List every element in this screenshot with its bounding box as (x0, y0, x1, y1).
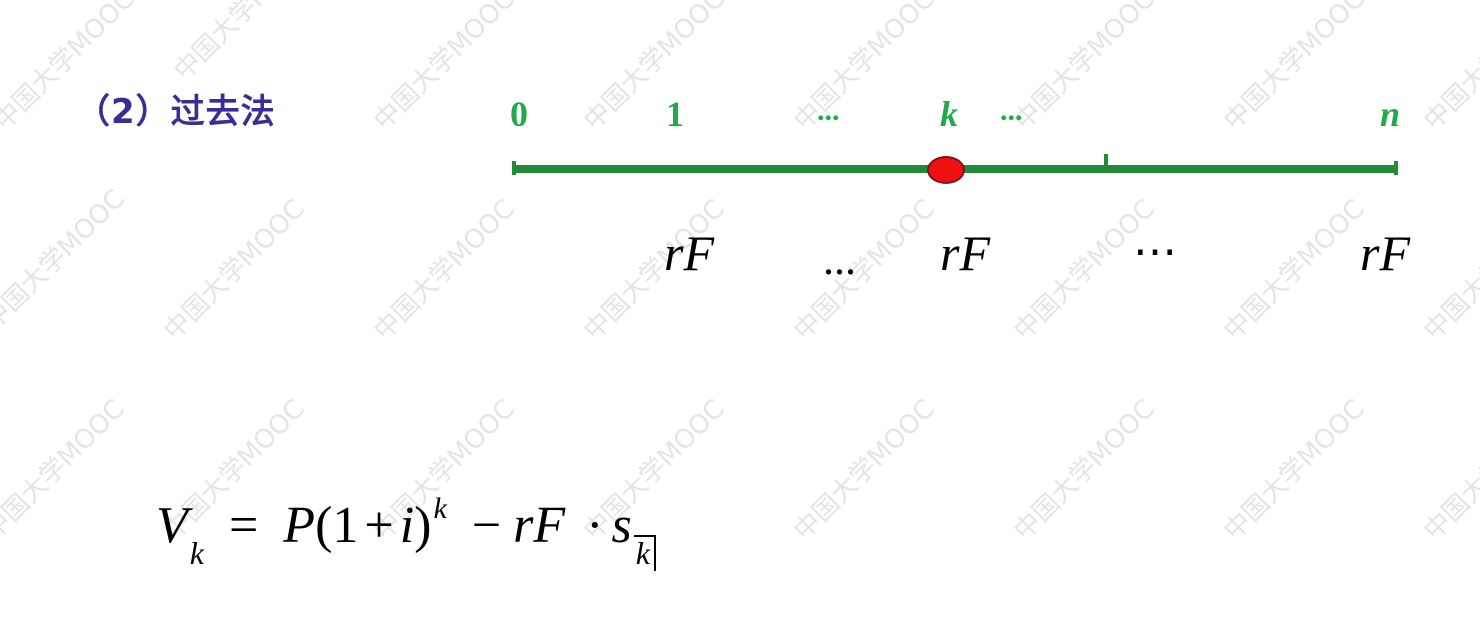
timeline-label-k: k (940, 94, 958, 134)
watermark-text: 中国大学MOOC (368, 0, 521, 137)
timeline-tick (1104, 154, 1108, 168)
timeline-label-1: 1 (666, 94, 684, 134)
formula-exponent: k (433, 492, 447, 525)
watermark-text: 中国大学MOOC (368, 194, 521, 347)
payment-label-1: rF (664, 225, 714, 281)
formula-i: i (399, 497, 415, 554)
watermark-text: 中国大学MOOC (1218, 0, 1371, 137)
watermark-text: 中国大学MOOC (158, 194, 311, 347)
formula-equals: = (228, 497, 259, 554)
formula-plus: + (364, 497, 394, 554)
formula-dot: · (586, 497, 604, 554)
timeline-label-n: n (1380, 94, 1401, 134)
formula-angle-subscript: k (633, 535, 656, 571)
timeline-marker-k (927, 156, 965, 184)
watermark-text: 中国大学MOOC (788, 0, 941, 137)
watermark-text: 中国大学MOOC (1218, 394, 1371, 547)
watermark-text: 中国大学MOOC (788, 194, 941, 347)
watermark-text: 中国大学MOOC (1418, 394, 1480, 547)
payment-ellipsis: ... (823, 235, 856, 284)
watermark-text: 中国大学MOOC (788, 394, 941, 547)
watermark-text: 中国大学MOOC (1218, 194, 1371, 347)
timeline-label-ellipsis-right: ... (1000, 94, 1023, 127)
formula-minus: − (471, 497, 502, 554)
payment-ellipsis: ⋯ (1133, 227, 1177, 276)
section-heading: （2）过去法 (76, 92, 276, 132)
reserve-formula: Vk = P(1 + i)k − rF · s k (156, 494, 656, 571)
formula-s: s (611, 497, 632, 554)
formula-v-subscript: k (189, 535, 204, 571)
watermark-text: 中国大学MOOC (0, 394, 131, 547)
payment-label-k: rF (940, 225, 990, 281)
formula-close-paren: ) (414, 497, 432, 554)
timeline-label-0: 0 (510, 94, 528, 134)
watermark-text: 中国大学MOOC (1008, 394, 1161, 547)
timeline-label-ellipsis-left: ... (817, 94, 840, 127)
timeline-tick-start (512, 161, 516, 175)
formula-rf: rF (513, 497, 566, 554)
formula-v: V (156, 497, 188, 554)
watermark-text: 中国大学MOOC (1418, 0, 1480, 137)
formula-open-paren: (1 (315, 497, 359, 554)
payment-label-n: rF (1360, 225, 1410, 281)
formula-p: P (283, 497, 316, 554)
watermark-text: 中国大学MOOC (578, 0, 731, 137)
watermark-text: 中国大学MOOC (168, 0, 321, 87)
watermark-text: 中国大学MOOC (0, 184, 131, 337)
watermark-text: 中国大学MOOC (1008, 0, 1161, 137)
timeline-tick-end (1394, 161, 1398, 175)
watermark-text: 中国大学MOOC (1418, 194, 1480, 347)
